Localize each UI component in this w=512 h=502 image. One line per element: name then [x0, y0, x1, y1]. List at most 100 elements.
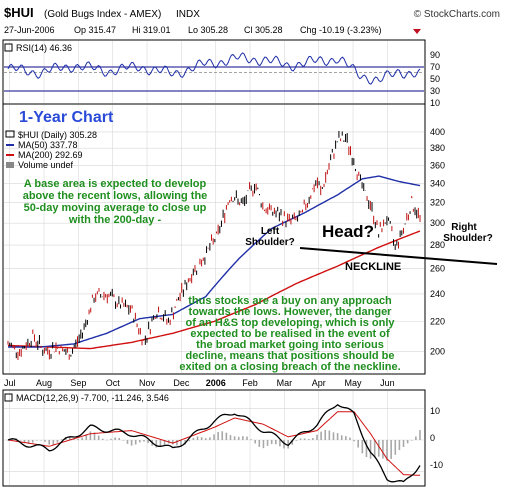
macd-histogram-bar [85, 434, 88, 440]
macd-tick-minus10: -10 [430, 460, 443, 470]
macd-histogram-bar [402, 440, 405, 447]
macd-histogram-bar [101, 438, 104, 440]
annotation-buy-line-6: decline, means that positions should be [185, 350, 394, 362]
macd-histogram-bar [246, 436, 248, 440]
x-axis-label: Apr [312, 378, 326, 388]
macd-histogram-bar [200, 437, 203, 440]
macd-histogram-bar [373, 440, 376, 457]
legend-ma50: MA(50) 337.78 [18, 140, 78, 150]
macd-histogram-bar [312, 437, 314, 440]
lo-label: Lo 305.28 [188, 25, 228, 35]
annotation-buy-line-2: towards the lows. However, the danger [189, 306, 393, 318]
x-axis-labels: Jul Aug Sep Oct Nov Dec 2006 Feb Mar Apr May Jun [4, 378, 395, 388]
macd-histogram-bar [299, 438, 302, 440]
macd-histogram-bar [270, 440, 273, 444]
macd-histogram-bar [225, 432, 228, 440]
x-axis-label: Jun [380, 378, 395, 388]
watermark-label: © StockCharts.com [414, 9, 500, 20]
legend-volume-swatch [6, 162, 14, 168]
price-y-tick: 380 [430, 143, 445, 153]
op-label: Op 315.47 [74, 25, 116, 35]
macd-histogram-bar [275, 440, 277, 445]
symbol-label: $HUI [4, 5, 34, 20]
x-axis-label: Dec [173, 378, 190, 388]
macd-histogram-bar [56, 440, 59, 443]
annotation-base-line-1: A base area is expected to develop [24, 178, 207, 190]
macd-histogram-bar [382, 440, 384, 459]
annotation-buy-line-3: of an H&S top developing, which is only [185, 317, 395, 329]
annotation-buy-line-5: the broad market going into serious [196, 339, 384, 351]
macd-histogram-bar [31, 440, 34, 443]
macd-histogram-bar [36, 440, 38, 441]
macd-histogram-bar [44, 440, 46, 442]
macd-histogram-bar [262, 440, 265, 449]
macd-histogram-bar [89, 431, 92, 440]
price-y-tick: 400 [430, 127, 445, 137]
macd-histogram-bar [340, 435, 343, 440]
index-type-label: INDX [176, 9, 200, 20]
macd-histogram-bar [353, 440, 355, 442]
right-shoulder-line-2: Shoulder? [443, 233, 492, 244]
rsi-legend-box [4, 43, 13, 52]
macd-histogram-bar [410, 440, 413, 441]
rsi-tick-90: 90 [430, 50, 440, 60]
annotation-buy-line-1: thus stocks are a buy on any approach [188, 295, 392, 307]
x-axis-label: Sep [70, 378, 86, 388]
rsi-panel [2, 39, 426, 105]
price-y-tick: 220 [430, 317, 445, 327]
cl-label: Cl 305.28 [244, 25, 283, 35]
price-panel [2, 103, 426, 375]
price-y-tick: 280 [430, 240, 445, 250]
x-axis-label: Aug [36, 378, 52, 388]
macd-histogram-bar [60, 439, 63, 440]
left-shoulder-line-1: Left [261, 226, 280, 237]
macd-histogram-bar [283, 440, 285, 449]
macd-histogram-bar [147, 440, 149, 444]
macd-histogram-bar [180, 440, 182, 447]
ma50-line [8, 175, 421, 348]
macd-histogram-bar [27, 440, 30, 444]
macd-histogram-bar [291, 440, 294, 445]
macd-histogram-bar [369, 440, 372, 459]
macd-histogram-bar [139, 440, 141, 443]
left-shoulder-line-2: Shoulder? [245, 237, 294, 248]
macd-histogram-bar [279, 440, 281, 447]
x-axis-label: Mar [277, 378, 293, 388]
macd-histogram-bar [328, 430, 331, 440]
macd-histogram-bar [336, 433, 339, 440]
macd-histogram-bar [172, 440, 174, 445]
rsi-label: RSI(14) 46.36 [16, 43, 72, 53]
macd-histogram-bar [40, 440, 42, 441]
macd-label: MACD(12,26,9) -7.700, -11.246, 3.546 [16, 393, 169, 403]
macd-histogram-bar [134, 440, 137, 445]
hi-label: Hi 319.01 [132, 25, 171, 35]
macd-histogram-bar [332, 432, 335, 440]
title-backdrop [16, 107, 102, 126]
chart-title: 1-Year Chart [19, 109, 114, 126]
macd-histogram-bar [81, 437, 83, 440]
macd-histogram-bar [93, 432, 96, 440]
legend-ma200: MA(200) 292.69 [18, 150, 83, 160]
macd-line [7, 403, 421, 483]
macd-histogram-bar [114, 437, 116, 440]
macd-histogram-bar [378, 440, 380, 457]
x-axis-label: Nov [139, 378, 156, 388]
down-triangle-icon [413, 29, 421, 34]
macd-histogram-bar [204, 438, 207, 440]
rsi-line [7, 52, 421, 85]
macd-histogram-bar [324, 429, 327, 440]
macd-histogram-bar [345, 436, 347, 440]
price-y-tick: 200 [430, 347, 445, 357]
price-y-axis: 400 380 360 340 320 300 280 260 240 220 200 [430, 127, 445, 357]
price-series [7, 130, 421, 360]
macd-signal-line [7, 411, 421, 476]
macd-histogram-bar [155, 440, 158, 448]
macd-histogram-bar [316, 434, 318, 440]
rsi-tick-70: 70 [430, 62, 440, 72]
macd-histogram-bar [419, 430, 421, 440]
annotation-buy-line-4: expected to be realised in the event of [190, 328, 390, 340]
macd-histogram-bar [130, 440, 133, 446]
macd-histogram-bar [52, 440, 55, 445]
macd-tick-10: 10 [430, 406, 440, 416]
date-label: 27-Jun-2006 [4, 25, 55, 35]
